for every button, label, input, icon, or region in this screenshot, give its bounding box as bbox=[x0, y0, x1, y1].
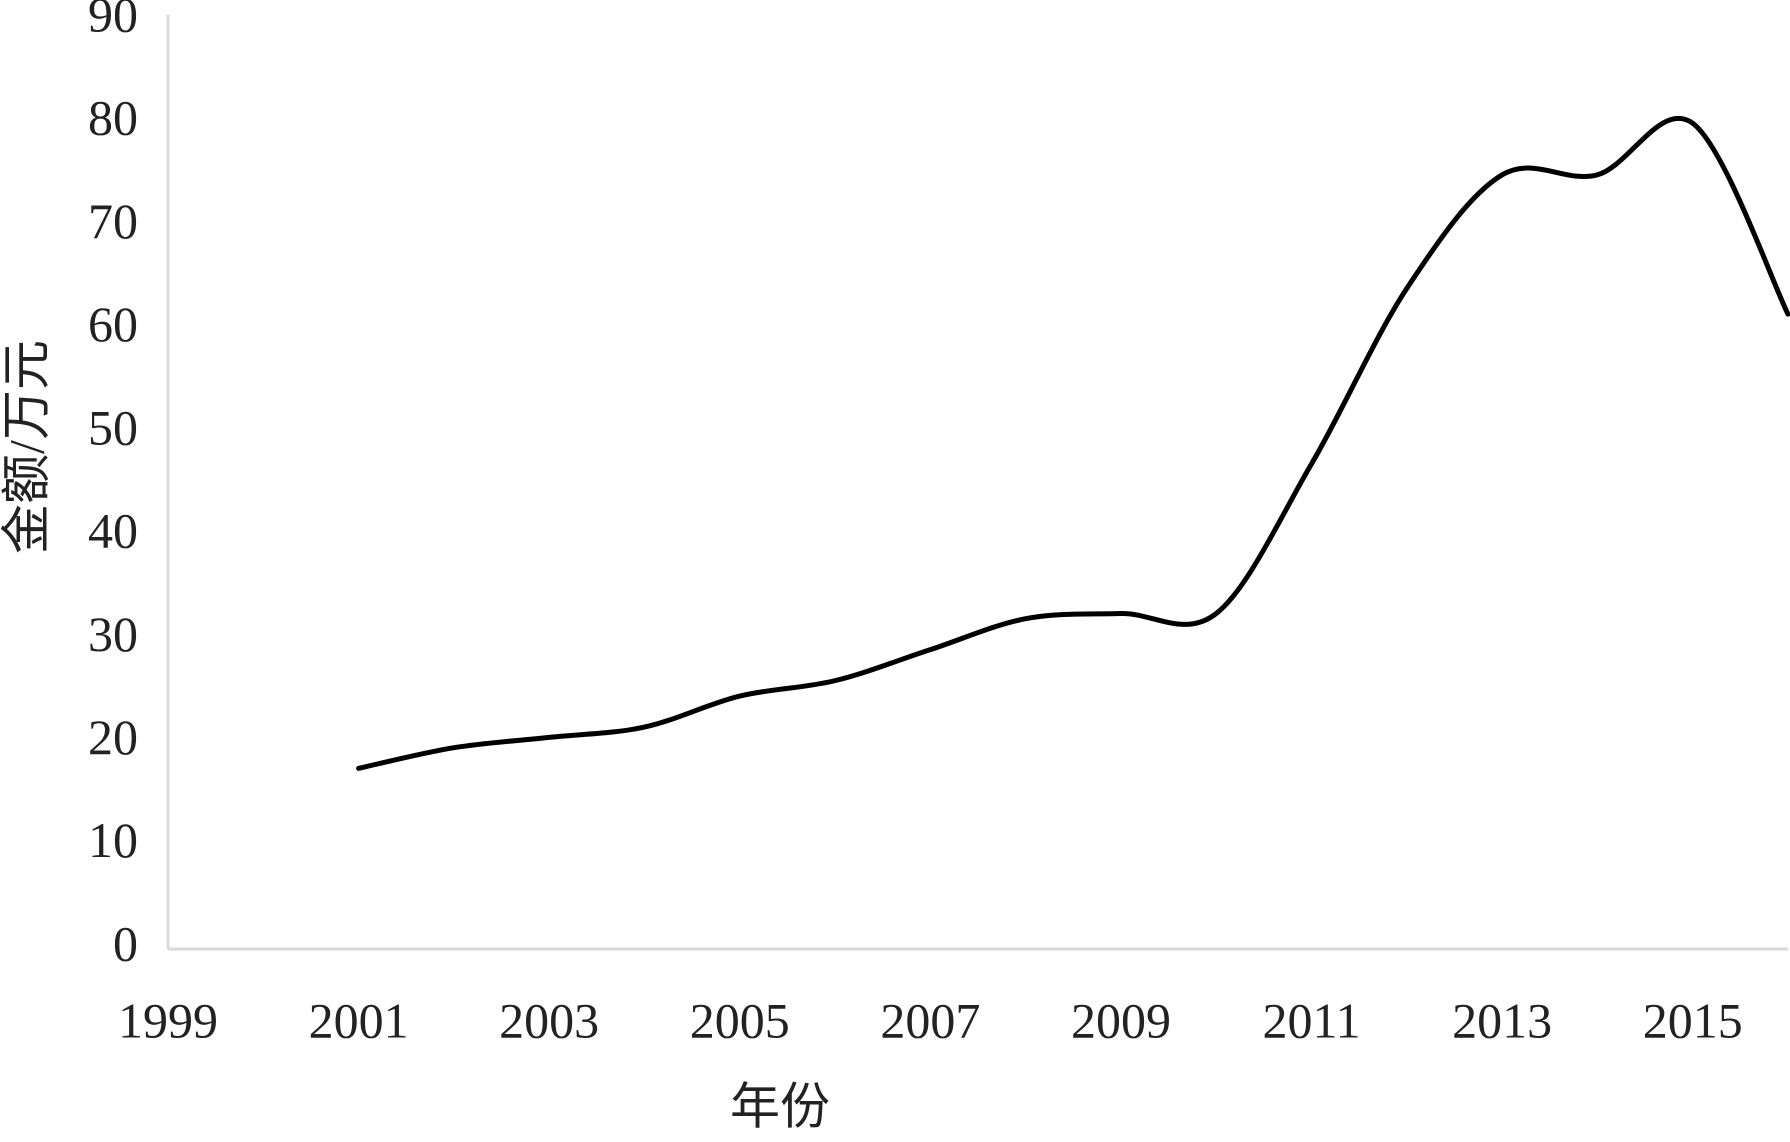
y-tick-label: 20 bbox=[88, 709, 138, 765]
x-tick-label: 2013 bbox=[1452, 992, 1552, 1048]
x-axis-title: 年份 bbox=[730, 1078, 830, 1134]
x-tick-label: 2001 bbox=[309, 992, 409, 1048]
y-tick-label: 0 bbox=[113, 915, 138, 971]
x-tick-label: 2003 bbox=[499, 992, 599, 1048]
x-tick-label: 2009 bbox=[1071, 992, 1171, 1048]
x-tick-label: 2011 bbox=[1262, 992, 1360, 1048]
y-tick-label: 90 bbox=[88, 0, 138, 42]
x-tick-label: 2005 bbox=[690, 992, 790, 1048]
y-tick-label: 60 bbox=[88, 296, 138, 352]
x-tick-label: 1999 bbox=[118, 992, 218, 1048]
y-tick-label: 40 bbox=[88, 503, 138, 559]
y-tick-label: 50 bbox=[88, 399, 138, 455]
x-tick-label: 2015 bbox=[1643, 992, 1743, 1048]
line-series bbox=[356, 115, 1790, 771]
y-tick-label: 30 bbox=[88, 606, 138, 662]
y-tick-label: 80 bbox=[88, 90, 138, 146]
x-tick-label: 2007 bbox=[880, 992, 980, 1048]
y-tick-label: 70 bbox=[88, 193, 138, 249]
y-axis-title: 金额/万元 bbox=[0, 340, 54, 554]
y-tick-label: 10 bbox=[88, 812, 138, 868]
